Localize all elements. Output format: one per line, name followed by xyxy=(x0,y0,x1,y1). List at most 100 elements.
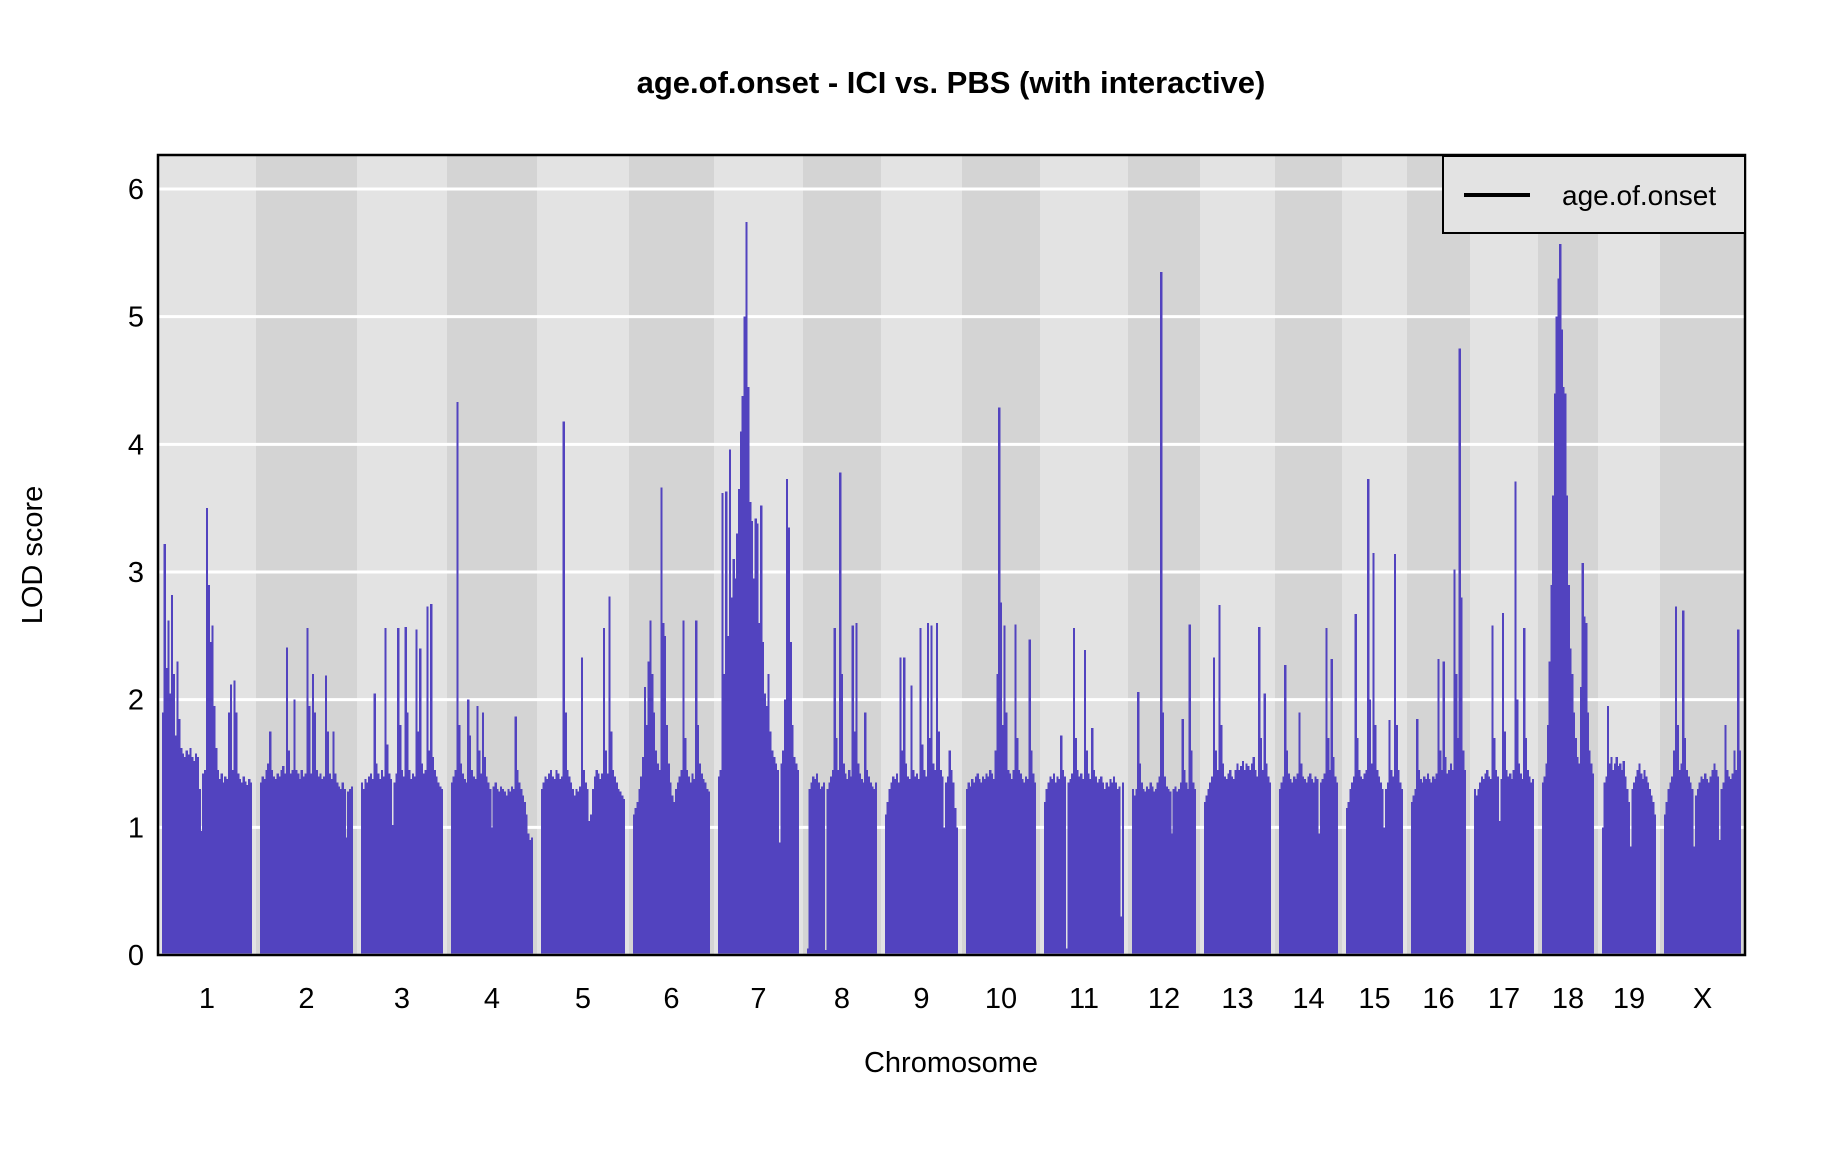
lod-bar xyxy=(1149,782,1152,954)
lod-bar xyxy=(821,786,824,954)
lod-bar xyxy=(410,778,413,954)
lod-bar xyxy=(406,712,409,954)
lod-bar xyxy=(895,773,898,954)
lod-bar xyxy=(1310,778,1314,954)
lod-bar xyxy=(1032,773,1035,954)
lod-series-chr-11 xyxy=(1043,628,1125,954)
lod-bar xyxy=(654,750,658,954)
lod-bar xyxy=(1650,795,1653,954)
lod-bar xyxy=(983,778,986,954)
lod-bar xyxy=(651,674,654,954)
lod-bar xyxy=(682,620,685,954)
lod-bar xyxy=(1005,712,1008,954)
lod-bar xyxy=(741,395,744,954)
lod-bar xyxy=(1321,778,1324,954)
lod-bar xyxy=(1258,626,1261,954)
lod-bar xyxy=(1491,625,1494,954)
lod-bar xyxy=(967,782,970,954)
lod-bar xyxy=(980,782,983,954)
lod-bar xyxy=(419,648,422,954)
lod-bar xyxy=(391,824,394,954)
lod-bar xyxy=(1284,665,1287,954)
lod-bar xyxy=(965,789,968,954)
lod-bar xyxy=(1444,757,1447,954)
lod-bar xyxy=(1169,791,1172,954)
lod-bar xyxy=(941,776,944,954)
lod-bar xyxy=(769,731,772,954)
lod-bar xyxy=(1696,789,1700,954)
lod-bar xyxy=(465,782,468,954)
lod-bar xyxy=(1524,737,1528,954)
x-tick-label-9: 9 xyxy=(913,983,929,1015)
lod-bar xyxy=(399,725,402,954)
lod-bar xyxy=(795,763,798,954)
lod-bar xyxy=(310,773,313,954)
x-tick-label-14: 14 xyxy=(1292,983,1324,1015)
lod-bar xyxy=(904,763,908,954)
lod-bar xyxy=(571,789,575,954)
lod-bar xyxy=(707,791,711,954)
lod-bar xyxy=(1555,316,1558,954)
lod-bar xyxy=(1641,778,1645,954)
lod-bar xyxy=(1249,769,1252,954)
lod-series-chr-16 xyxy=(1410,348,1467,954)
lod-bar xyxy=(1617,766,1620,954)
lod-bar xyxy=(1347,801,1350,954)
lod-bar xyxy=(860,778,863,954)
lod-bar xyxy=(516,769,519,954)
lod-bar xyxy=(507,789,510,954)
lod-bar xyxy=(393,782,396,954)
lod-bar xyxy=(337,786,341,954)
lod-bar xyxy=(1647,782,1650,954)
lod-bar xyxy=(191,757,194,954)
lod-bar xyxy=(1223,776,1226,954)
lod-bar xyxy=(1586,712,1589,954)
lod-bar xyxy=(483,757,486,954)
lod-bar xyxy=(306,628,309,954)
lod-bar xyxy=(1205,795,1208,954)
lod-bar xyxy=(295,769,298,954)
lod-bar xyxy=(238,778,242,954)
lod-bar xyxy=(660,487,663,954)
lod-bar xyxy=(1354,614,1357,954)
lod-series-chr-X xyxy=(1663,606,1742,954)
lod-bar xyxy=(1687,776,1690,954)
lod-bar xyxy=(1245,763,1248,954)
lod-bar xyxy=(871,786,874,954)
lod-bar xyxy=(263,778,266,954)
lod-bar xyxy=(1263,693,1266,954)
lod-bar xyxy=(231,769,234,954)
lod-bar xyxy=(1008,773,1012,954)
lod-bar xyxy=(248,778,251,954)
lod-bar xyxy=(1514,481,1517,954)
lod-bar xyxy=(1153,791,1156,954)
lod-bar xyxy=(674,789,678,954)
lod-bar xyxy=(577,791,580,954)
lod-bar xyxy=(890,782,893,954)
lod-bar xyxy=(923,769,926,954)
lod-bar xyxy=(1607,706,1610,954)
lod-bar xyxy=(1303,778,1307,954)
lod-bar xyxy=(998,407,1001,954)
lod-bar xyxy=(1392,776,1395,954)
lod-bar xyxy=(413,776,416,954)
lod-bar xyxy=(1309,773,1312,954)
lod-bar xyxy=(313,712,316,954)
lod-bar xyxy=(439,786,442,954)
lod-bar xyxy=(1356,737,1359,954)
lod-bar xyxy=(1045,789,1048,954)
lod-bar xyxy=(695,620,698,954)
lod-bar xyxy=(169,693,172,954)
x-tick-label-11: 11 xyxy=(1069,983,1099,1015)
x-tick-label-4: 4 xyxy=(484,983,500,1015)
lod-bar xyxy=(619,791,622,954)
lod-bar xyxy=(1138,763,1142,954)
lod-bar xyxy=(205,508,209,954)
y-tick-label-5: 5 xyxy=(128,302,144,334)
lod-bar xyxy=(1643,769,1646,954)
lod-bar xyxy=(1014,624,1017,954)
x-tick-label-7: 7 xyxy=(750,983,766,1015)
lod-bar xyxy=(315,769,318,954)
plot-frame xyxy=(156,153,1747,957)
